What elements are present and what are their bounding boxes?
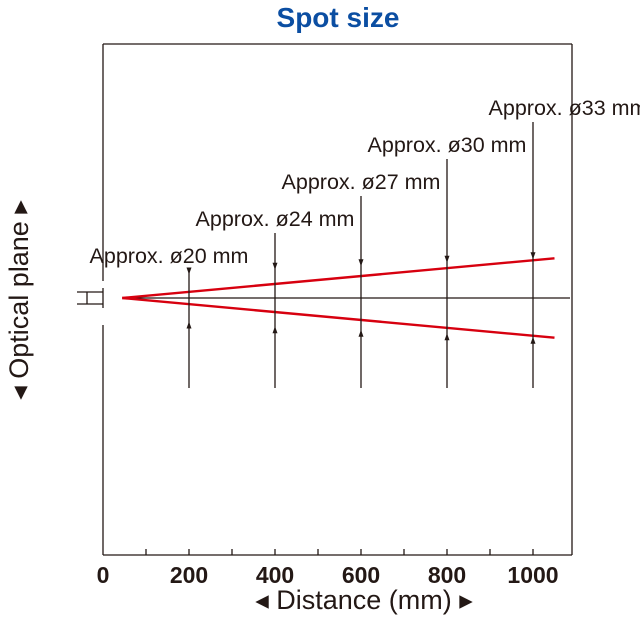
- spot-arrow-down: [272, 262, 278, 270]
- x-tick-label: 600: [342, 562, 380, 588]
- spot-arrow-down: [444, 255, 450, 263]
- spot-arrow-up: [186, 321, 192, 329]
- spot-size-label: Approx. ø24 mm: [196, 207, 355, 231]
- spot-size-label: Approx. ø30 mm: [368, 133, 527, 157]
- spot-marker: [186, 267, 192, 388]
- spot-size-label: Approx. ø27 mm: [282, 170, 441, 194]
- x-tick-label: 1000: [507, 562, 558, 588]
- spot-marker: [272, 233, 278, 388]
- spot-arrow-up: [530, 336, 536, 344]
- beam-lower-edge: [122, 296, 555, 339]
- spot-arrow-up: [272, 326, 278, 334]
- spot-arrow-up: [358, 329, 364, 337]
- x-axis-label: ◂ Distance (mm) ▸: [255, 585, 473, 615]
- y-axis-label: ◂ Optical plane ▸: [4, 200, 34, 400]
- spot-arrow-down: [186, 267, 192, 275]
- spot-arrow-up: [444, 333, 450, 341]
- x-tick-label: 400: [256, 562, 294, 588]
- chart-title: Spot size: [277, 2, 400, 33]
- spot-arrow-down: [358, 259, 364, 267]
- beam-upper-edge: [122, 257, 555, 300]
- x-tick-label: 0: [97, 562, 110, 588]
- spot-arrow-down: [530, 252, 536, 260]
- x-tick-label: 200: [170, 562, 208, 588]
- spot-marker: [358, 196, 364, 388]
- sensor-emitter-icon: [77, 288, 104, 308]
- spot-marker: [530, 122, 536, 388]
- spot-size-label: Approx. ø33 mm: [489, 96, 640, 120]
- spot-marker: [444, 159, 450, 388]
- x-tick-label: 800: [428, 562, 466, 588]
- spot-size-label: Approx. ø20 mm: [90, 244, 249, 268]
